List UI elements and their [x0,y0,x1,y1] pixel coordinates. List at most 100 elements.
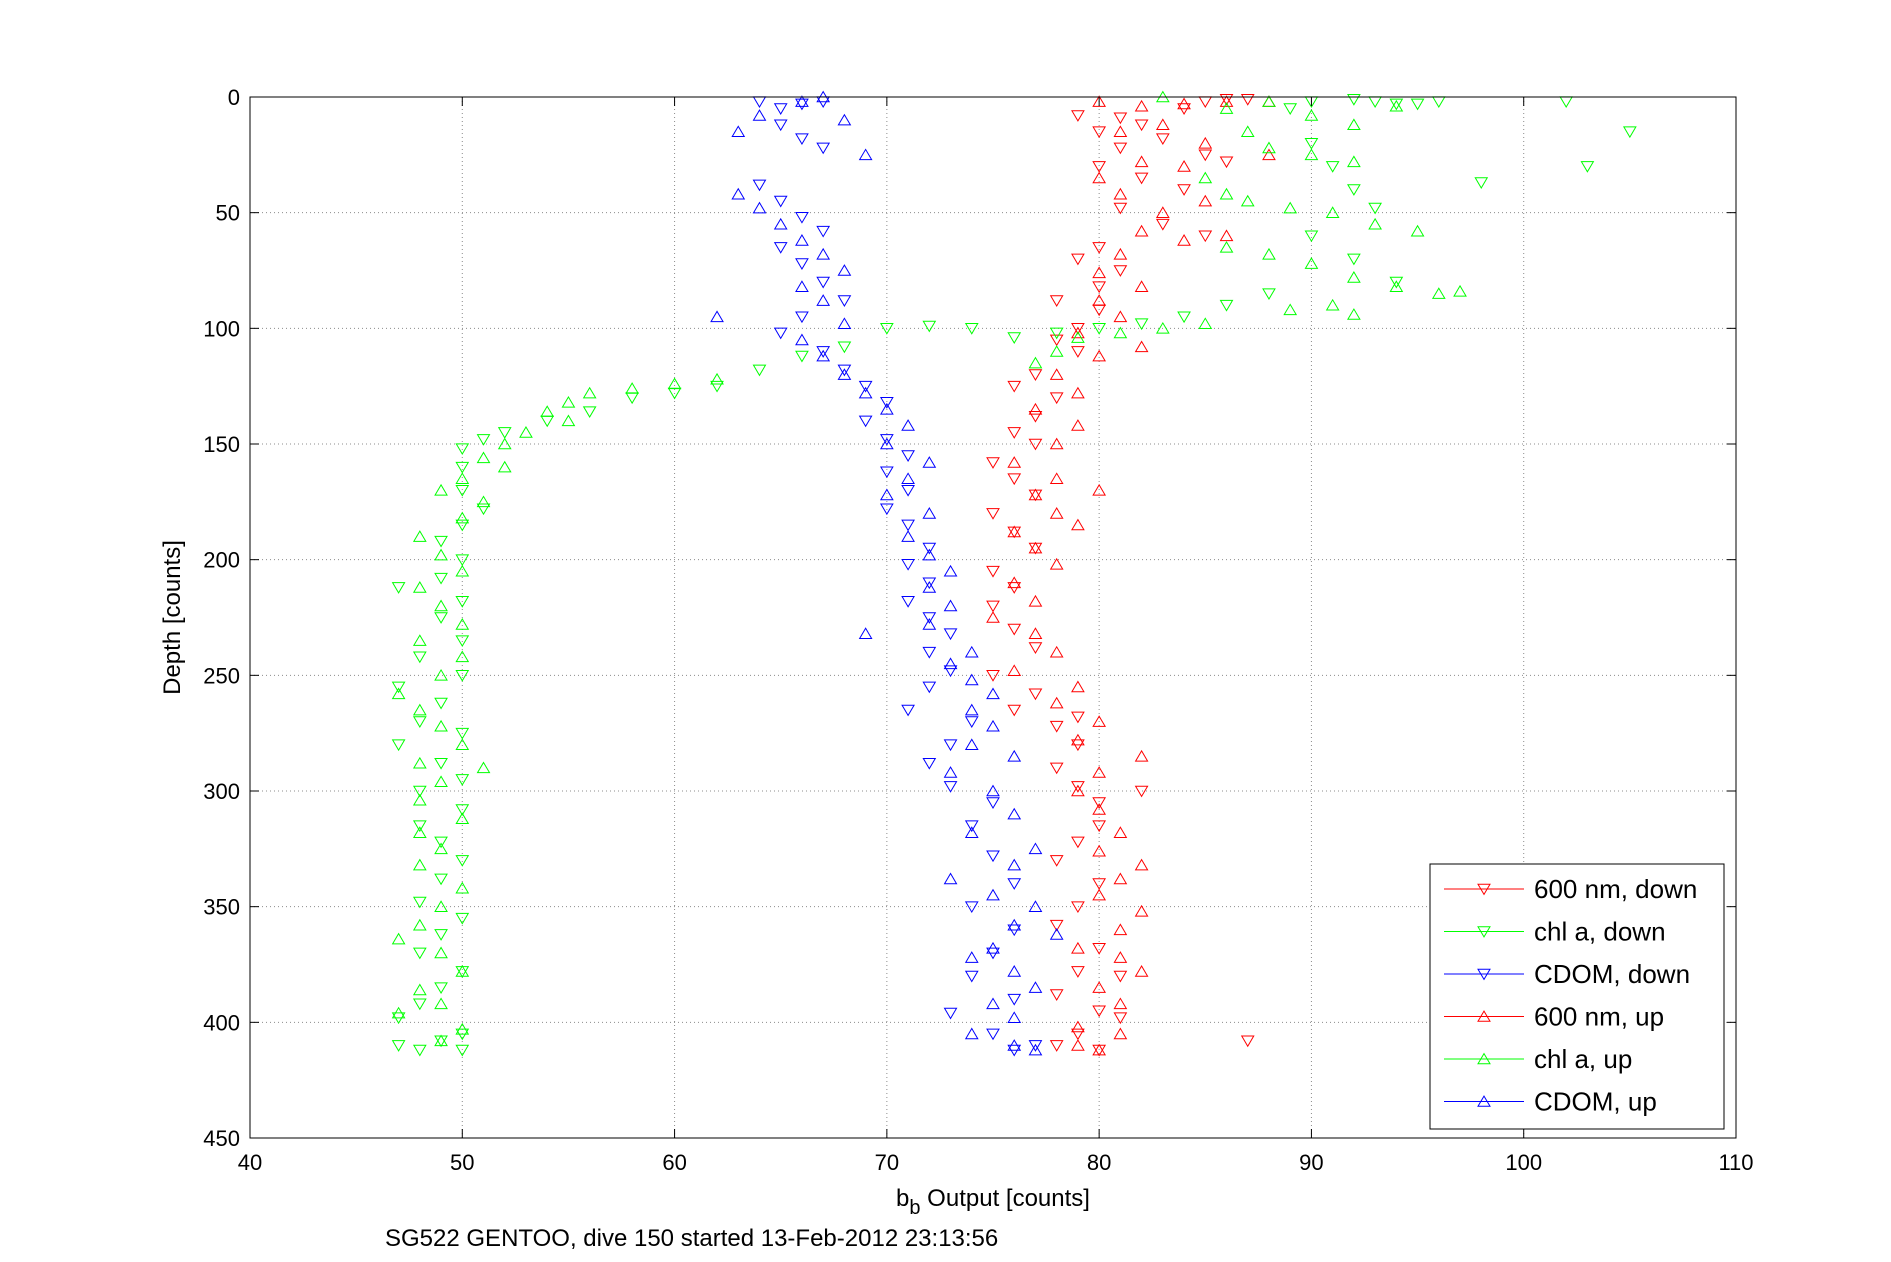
data-point [455,774,470,786]
data-point [1007,807,1022,820]
data-point [1431,287,1446,299]
data-point [412,716,427,728]
data-point [964,951,979,963]
data-point [412,983,427,996]
data-point [540,405,555,417]
series-5 [710,90,1064,1056]
y-tick-label: 50 [216,201,240,226]
data-point [1007,427,1022,439]
data-point [1049,762,1064,775]
data-point [1071,680,1085,693]
data-point [710,310,724,323]
data-point [879,402,894,415]
legend-item: chl a, down [1444,917,1666,947]
data-point [476,434,491,446]
data-point [1092,766,1107,778]
data-point [625,382,639,394]
data-point [816,276,831,289]
data-point [1071,346,1085,358]
data-point [1389,280,1404,292]
data-point [455,1022,470,1035]
data-point [943,872,958,885]
data-point [1049,437,1064,450]
data-point [901,419,915,431]
data-point [391,1006,406,1019]
data-point [1113,826,1128,838]
data-point [1240,1035,1255,1048]
data-point [1198,136,1213,149]
data-point [1049,928,1064,940]
data-point [1071,941,1085,954]
x-tick-label: 50 [450,1150,474,1175]
data-point [837,264,852,276]
data-point [561,395,576,408]
data-point [1325,298,1340,311]
data-point [879,466,894,479]
data-point [1113,1027,1128,1040]
x-tick-label: 100 [1505,1150,1542,1175]
data-point [1198,230,1213,243]
data-point [1262,288,1276,301]
data-point [1304,137,1319,150]
data-point [434,946,448,959]
data-point [1134,904,1149,917]
x-tick-label: 40 [238,1150,262,1175]
data-point [773,327,788,340]
data-point [1071,784,1085,797]
data-point [412,858,427,871]
data-point [412,998,427,1011]
data-point [497,460,512,473]
data-point [455,804,470,816]
legend-label: 600 nm, down [1534,874,1697,904]
data-point [964,826,979,838]
data-point [667,377,682,390]
data-point [412,947,427,960]
data-point [964,820,979,833]
data-point [1134,965,1149,977]
data-point [1049,989,1064,1001]
data-point [1007,576,1022,589]
data-point [1410,224,1425,237]
data-point [1092,242,1107,254]
data-point [1092,323,1107,335]
data-markers [391,90,1637,1057]
data-point [455,461,470,474]
data-point [412,756,427,769]
data-point [752,109,767,121]
data-point [901,596,915,608]
data-point [1007,993,1022,1006]
data-point [434,757,448,770]
y-tick-label: 450 [203,1126,240,1151]
data-point [1347,94,1361,106]
data-point [1049,855,1064,867]
data-point [1071,518,1085,531]
data-point [1092,266,1107,279]
data-point [901,472,915,484]
data-point [879,488,894,501]
data-point [1071,331,1085,343]
data-point [1219,187,1234,200]
data-point [434,599,448,612]
data-point [1198,317,1213,330]
data-point [1007,965,1022,977]
legend-marker [1477,926,1491,938]
data-point [901,519,915,532]
data-point [1368,202,1382,215]
data-point [1134,749,1149,762]
data-point [434,697,448,710]
data-point [1155,321,1170,334]
data-point [858,415,873,428]
data-point [1113,202,1128,215]
data-point [455,965,470,977]
data-point [1474,177,1489,189]
data-point [1092,797,1107,809]
data-point [1028,642,1043,654]
data-point [964,703,979,716]
data-point [879,397,894,409]
data-point [412,793,427,806]
data-point [731,125,746,137]
data-point [1071,733,1085,746]
data-point [412,826,427,838]
y-axis-label: Depth [counts] [159,540,186,695]
data-point [1155,218,1170,231]
